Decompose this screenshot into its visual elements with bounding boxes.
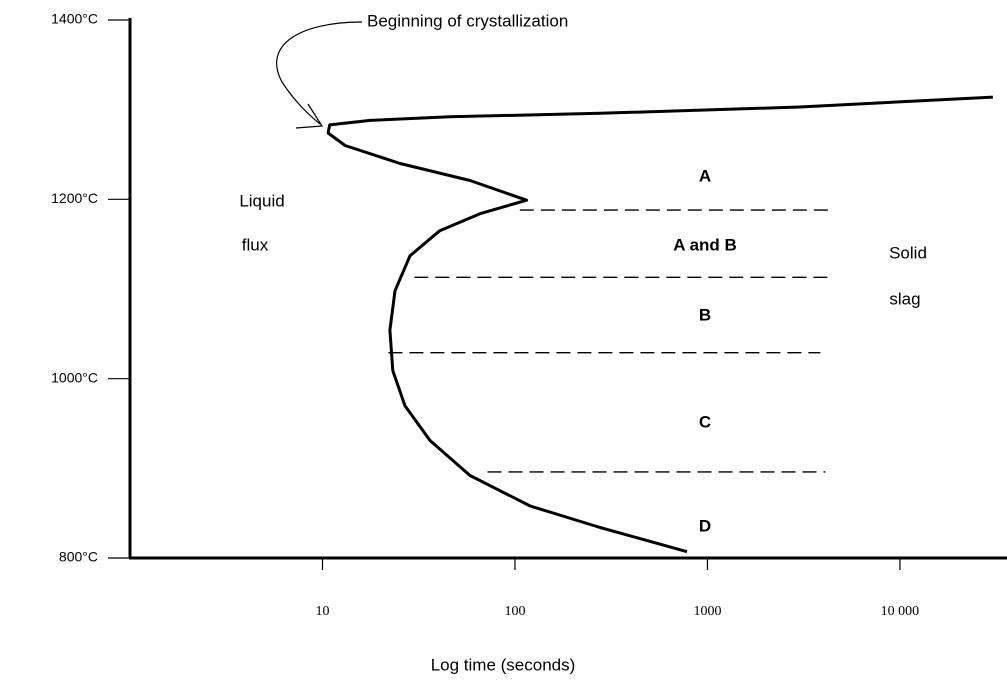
y-tick-label: 1400°C bbox=[51, 11, 98, 27]
x-axis-label: Log time (seconds) bbox=[431, 655, 576, 674]
annotation: C bbox=[699, 412, 711, 431]
y-tick-label: 800°C bbox=[59, 549, 98, 565]
x-tick-label: 10 bbox=[315, 604, 329, 619]
annotation: Liquid bbox=[239, 191, 284, 210]
annotation: Beginning of crystallization bbox=[367, 11, 568, 30]
curve bbox=[326, 95, 993, 554]
annotation: B bbox=[699, 305, 711, 324]
annotation: D bbox=[699, 516, 711, 535]
annotation: slag bbox=[889, 289, 920, 308]
annotation-arrow bbox=[276, 21, 363, 125]
annotation: A and B bbox=[673, 235, 737, 254]
y-tick-label: 1200°C bbox=[51, 190, 98, 206]
x-tick-label: 10 000 bbox=[881, 604, 920, 619]
annotation: flux bbox=[242, 235, 269, 254]
x-tick-label: 1000 bbox=[693, 604, 721, 619]
annotation: A bbox=[699, 166, 711, 185]
x-tick-label: 100 bbox=[504, 604, 525, 619]
y-tick-label: 1000°C bbox=[51, 369, 98, 385]
arrow-head bbox=[295, 103, 324, 129]
annotation: Solid bbox=[889, 243, 927, 262]
